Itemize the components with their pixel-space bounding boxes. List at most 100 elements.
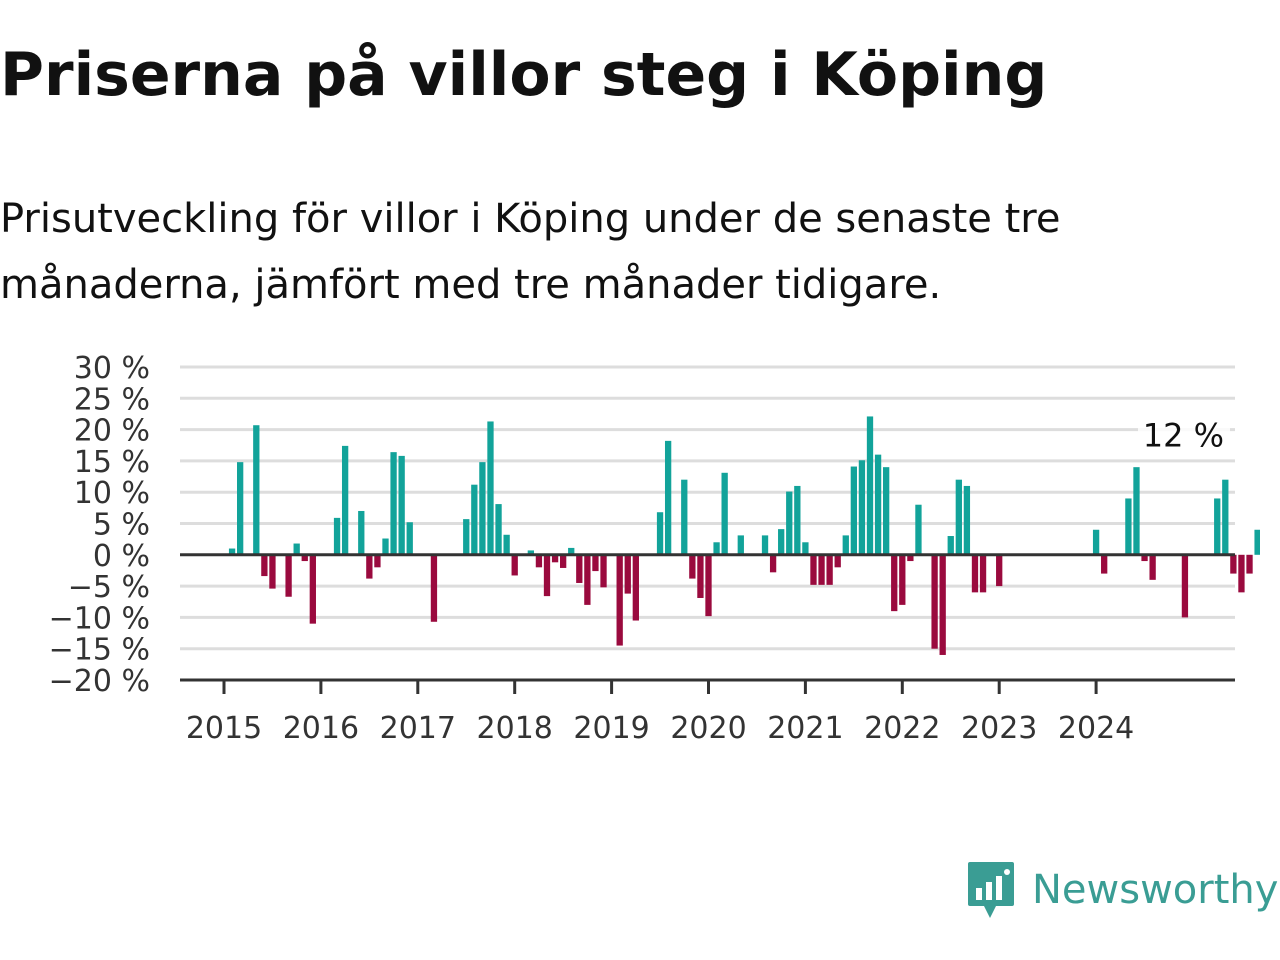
bar <box>309 554 316 624</box>
bar <box>487 421 494 555</box>
annotation: 12 % <box>1138 411 1230 458</box>
bar <box>1254 529 1260 555</box>
bar <box>1092 529 1100 555</box>
bar <box>1133 467 1140 555</box>
bar <box>810 554 817 585</box>
bar <box>697 554 704 598</box>
bar <box>374 554 381 568</box>
bar <box>656 512 664 555</box>
chart-title: Priserna på villor steg i Köping <box>0 40 1048 110</box>
y-tick-label: −10 % <box>49 601 150 636</box>
bar <box>818 554 825 585</box>
bar <box>269 554 276 589</box>
bar <box>390 452 397 555</box>
x-tick-label: 2019 <box>573 711 649 746</box>
bar <box>689 554 696 579</box>
bar <box>971 554 979 593</box>
bar <box>463 519 470 555</box>
bar <box>1125 498 1132 555</box>
x-tick-label: 2015 <box>186 711 262 746</box>
bar <box>543 554 551 597</box>
x-tick-label: 2023 <box>961 711 1037 746</box>
last-value-label: 12 % <box>1143 417 1224 455</box>
bar <box>858 460 866 555</box>
bar <box>737 535 744 555</box>
x-tick-label: 2017 <box>380 711 456 746</box>
bar <box>551 554 559 563</box>
newsworthy-logo-icon <box>968 862 1014 918</box>
y-tick-label: −15 % <box>49 633 150 668</box>
y-tick-label: 25 % <box>74 382 150 417</box>
bar <box>664 440 672 555</box>
bar <box>713 542 720 555</box>
y-tick-label: 15 % <box>74 445 150 480</box>
bar <box>527 550 534 555</box>
bar <box>1101 554 1108 574</box>
bar <box>1181 554 1189 618</box>
bar <box>778 529 785 555</box>
bar <box>1214 498 1221 555</box>
bar <box>261 554 268 577</box>
y-tick-label: −5 % <box>68 570 150 605</box>
bar <box>705 554 712 617</box>
bar <box>899 554 906 605</box>
bar <box>568 547 575 555</box>
bar <box>398 455 405 555</box>
bar <box>358 510 365 555</box>
bar <box>681 479 688 555</box>
bar <box>293 543 300 555</box>
x-tick-label: 2020 <box>670 711 746 746</box>
bar <box>769 554 777 573</box>
bar <box>301 554 308 562</box>
bar <box>600 554 607 588</box>
bar-chart: 30 %25 %20 %15 %10 %5 %0 %−5 %−10 %−15 %… <box>49 351 1260 746</box>
bar <box>632 554 639 621</box>
x-axis-labels: 2015 2016 2017 2018 2019 2020 2021 2022 2023 2024 <box>186 711 1134 746</box>
bar <box>979 554 987 593</box>
bar <box>333 517 341 555</box>
bar <box>511 554 518 576</box>
bar <box>1222 479 1229 555</box>
newsworthy-logo: Newsworthy <box>966 860 1278 920</box>
bar <box>947 536 954 555</box>
bar <box>1141 554 1148 562</box>
x-axis <box>180 553 1235 694</box>
bar <box>1230 554 1237 574</box>
x-tick-label: 2016 <box>283 711 359 746</box>
logo-text: Newsworthy <box>1032 867 1279 913</box>
bar <box>584 554 591 605</box>
x-tick-label: 2018 <box>477 711 553 746</box>
bar <box>406 522 413 555</box>
y-tick-label: 30 % <box>74 351 150 386</box>
bar <box>479 462 486 555</box>
bar <box>616 554 623 646</box>
bar <box>842 535 849 555</box>
bar <box>931 554 938 649</box>
bar <box>592 554 599 572</box>
y-tick-label: 5 % <box>93 508 150 543</box>
bar <box>560 554 567 568</box>
bar <box>834 554 841 568</box>
bar <box>341 445 349 555</box>
bar <box>1246 554 1253 574</box>
bar <box>866 416 874 555</box>
x-tick-label: 2022 <box>864 711 940 746</box>
x-tick-label: 2024 <box>1058 711 1134 746</box>
bar <box>471 484 478 555</box>
bar <box>907 554 914 562</box>
y-axis-labels: 30 %25 %20 %15 %10 %5 %0 %−5 %−10 %−15 %… <box>49 351 150 699</box>
bar <box>721 472 728 555</box>
bar <box>786 491 793 555</box>
bar <box>761 535 769 555</box>
bar <box>883 467 890 555</box>
bar <box>285 554 292 597</box>
value-label-bg <box>1138 411 1230 458</box>
bar <box>503 534 510 555</box>
bar <box>576 554 583 583</box>
y-tick-label: 10 % <box>74 476 150 511</box>
bar <box>955 479 962 555</box>
bars <box>228 416 1260 655</box>
bar <box>237 462 244 555</box>
bar <box>366 554 373 579</box>
x-tick-label: 2021 <box>767 711 843 746</box>
